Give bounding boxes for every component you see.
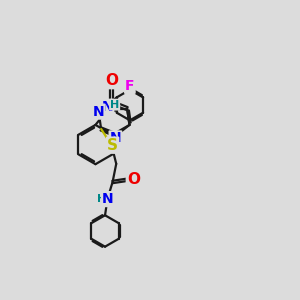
Text: S: S bbox=[107, 138, 118, 153]
Text: O: O bbox=[127, 172, 140, 187]
Text: F: F bbox=[125, 79, 135, 93]
Text: O: O bbox=[105, 73, 118, 88]
Text: N: N bbox=[102, 100, 113, 114]
Text: N: N bbox=[93, 105, 105, 118]
Text: H: H bbox=[97, 194, 106, 204]
Text: H: H bbox=[110, 100, 119, 110]
Text: N: N bbox=[110, 131, 121, 146]
Text: N: N bbox=[102, 192, 114, 206]
